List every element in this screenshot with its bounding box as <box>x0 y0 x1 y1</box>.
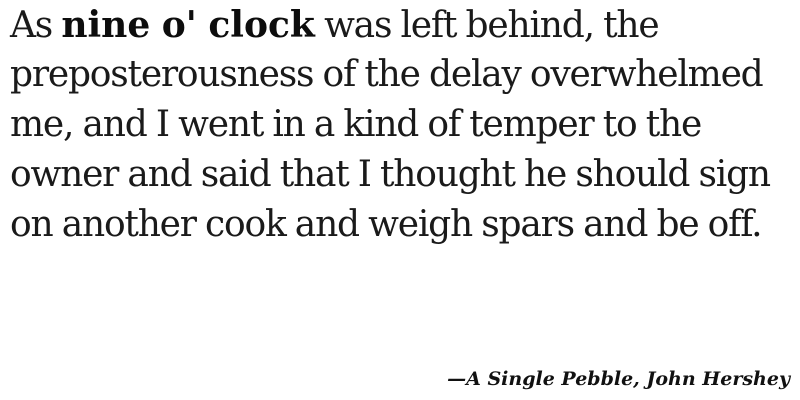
quote-line-5: on another cook and weigh spars and be o… <box>10 204 763 245</box>
quote-line-1-end: was left behind, the <box>314 5 660 46</box>
quote-text: As nine o' clock was left behind, the pr… <box>10 0 795 250</box>
quote-line-4: owner and said that I thought he should … <box>10 154 771 195</box>
quote-emphasis: nine o' clock <box>61 4 315 46</box>
quote-line-3: me, and I went in a kind of temper to th… <box>10 104 702 145</box>
quote-line-2: preposterousness of the delay overwhelme… <box>10 54 764 95</box>
quote-attribution: —A Single Pebble, John Hershey <box>447 368 790 390</box>
quote-line-1-start: As <box>10 5 62 46</box>
quote-line-1: As nine o' clock was left behind, the <box>10 0 795 50</box>
